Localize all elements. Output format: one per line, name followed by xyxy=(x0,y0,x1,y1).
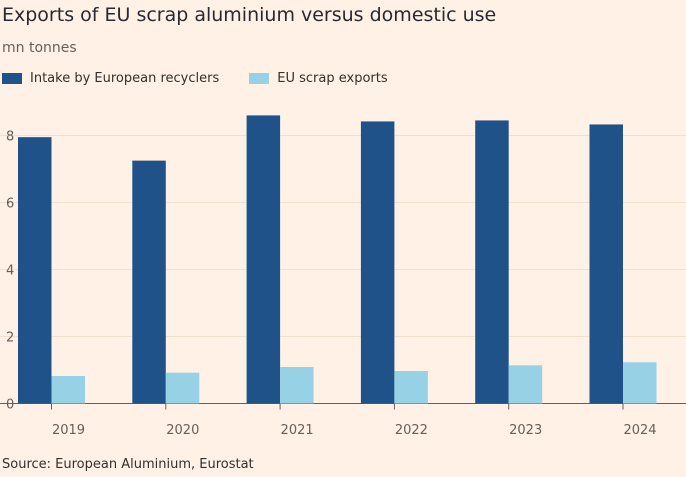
bar-intake-2022 xyxy=(360,121,395,404)
bar-exports-2019 xyxy=(51,376,85,404)
legend-swatch-intake xyxy=(2,73,22,84)
chart-subtitle: mn tonnes xyxy=(2,40,77,56)
bar-exports-2024 xyxy=(623,362,657,404)
y-tick-label: 6 xyxy=(6,197,14,212)
chart-title: Exports of EU scrap aluminium versus dom… xyxy=(2,4,497,26)
bar-intake-2023 xyxy=(475,120,509,404)
legend-item-intake: Intake by European recyclers xyxy=(2,71,219,86)
source-note: Source: European Aluminium, Eurostat xyxy=(2,457,254,472)
bar-exports-2020 xyxy=(165,372,200,404)
legend: Intake by European recyclers EU scrap ex… xyxy=(2,71,388,86)
bar-intake-2019 xyxy=(18,137,52,404)
x-tick-label: 2023 xyxy=(509,423,542,438)
bar-intake-2024 xyxy=(589,124,623,404)
legend-swatch-exports xyxy=(249,73,270,84)
x-tick-label: 2021 xyxy=(281,423,314,438)
legend-item-exports: EU scrap exports xyxy=(249,71,388,86)
y-tick-label: 2 xyxy=(6,331,14,346)
legend-label-exports: EU scrap exports xyxy=(277,71,388,86)
x-tick-label: 2020 xyxy=(166,423,199,438)
bar-exports-2022 xyxy=(394,371,428,404)
x-tick-label: 2019 xyxy=(52,423,85,438)
y-tick-label: 8 xyxy=(6,130,14,145)
y-tick-label: 4 xyxy=(6,264,14,279)
bar-exports-2021 xyxy=(280,366,314,404)
x-tick-label: 2022 xyxy=(395,423,428,438)
bar-exports-2023 xyxy=(508,365,543,404)
x-tick-label: 2024 xyxy=(623,423,656,438)
legend-label-intake: Intake by European recyclers xyxy=(30,71,220,86)
bar-intake-2020 xyxy=(132,160,166,404)
y-tick-label: 0 xyxy=(6,398,14,413)
bar-intake-2021 xyxy=(246,115,281,404)
